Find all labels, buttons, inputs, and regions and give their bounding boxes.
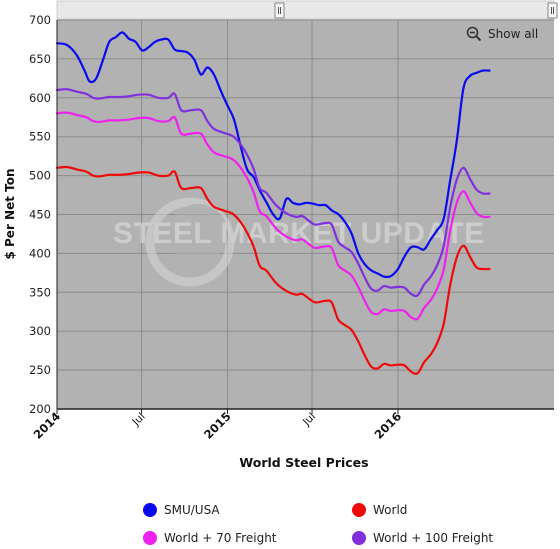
legend-item[interactable]: World xyxy=(352,503,407,517)
legend-item[interactable]: World + 100 Freight xyxy=(352,531,493,545)
series-line-world-70-freight[interactable] xyxy=(55,111,491,321)
y-axis-title: $ Per Net Ton xyxy=(3,168,17,259)
legend: SMU/USA World World + 70 Freight World + 10… xyxy=(0,500,560,549)
y-tick-label: 450 xyxy=(29,208,51,222)
x-tick-label: 2015 xyxy=(201,409,234,442)
x-tick-label: Jul xyxy=(130,411,148,429)
series-line-world-100-freight[interactable] xyxy=(55,88,491,298)
y-tick-label: 350 xyxy=(29,285,51,299)
navigator-handle-left[interactable] xyxy=(274,2,285,19)
x-axis-title: World Steel Prices xyxy=(239,455,368,470)
navigator-track[interactable] xyxy=(56,0,555,20)
series-line-world[interactable] xyxy=(55,165,491,375)
series-line-smu-usa[interactable] xyxy=(55,31,491,279)
show-all-button[interactable]: Show all xyxy=(466,26,538,42)
navigator-handle-right[interactable] xyxy=(547,2,558,19)
y-tick-label: 500 xyxy=(29,169,51,183)
y-tick-label: 300 xyxy=(29,324,51,338)
x-tick-labels: 2014 Jul 2015 Jul 2016 xyxy=(31,409,405,442)
y-tick-label: 650 xyxy=(29,52,51,66)
watermark: STEEL MARKET UPDATE xyxy=(113,197,485,287)
x-tick-label: 2016 xyxy=(372,409,405,442)
watermark-text: STEEL MARKET UPDATE xyxy=(113,217,485,250)
zoom-out-icon xyxy=(466,26,482,42)
legend-label: World xyxy=(373,503,408,517)
y-tick-label: 400 xyxy=(29,246,51,260)
y-tick-label: 550 xyxy=(29,130,51,144)
y-tick-label: 700 xyxy=(29,13,51,27)
y-tick-labels: 200 250 300 350 400 450 500 550 600 650 700 xyxy=(29,13,51,416)
legend-item[interactable]: SMU/USA xyxy=(143,503,220,517)
y-tick-label: 250 xyxy=(29,363,51,377)
legend-marker xyxy=(352,503,366,517)
legend-item[interactable]: World + 70 Freight xyxy=(143,531,277,545)
series-layer xyxy=(55,31,491,375)
show-all-label: Show all xyxy=(488,27,539,41)
legend-label: SMU/USA xyxy=(164,503,220,517)
legend-marker xyxy=(352,531,366,545)
legend-label: World + 100 Freight xyxy=(373,531,494,545)
legend-label: World + 70 Freight xyxy=(164,531,277,545)
y-tick-label: 600 xyxy=(29,91,51,105)
x-tick-label: Jul xyxy=(300,411,318,429)
legend-marker xyxy=(143,503,157,517)
y-tick-label: 200 xyxy=(29,402,51,416)
legend-marker xyxy=(143,531,157,545)
